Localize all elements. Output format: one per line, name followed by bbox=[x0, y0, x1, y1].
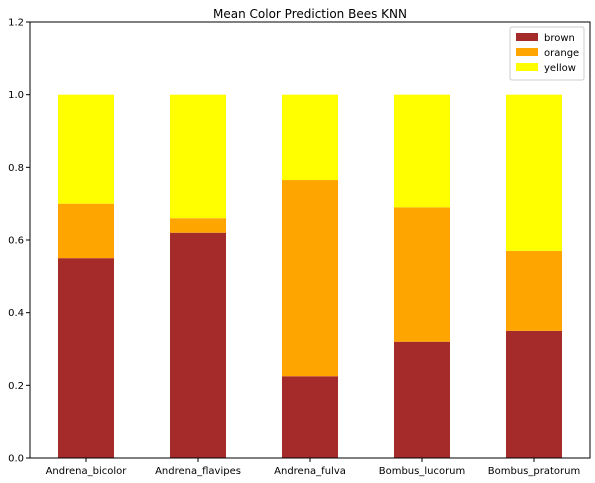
bar-segment-orange-4 bbox=[506, 250, 562, 331]
bar-segment-brown-2 bbox=[282, 376, 338, 458]
y-tick-label-3: 0.6 bbox=[8, 236, 24, 247]
legend-label-yellow: yellow bbox=[544, 63, 576, 74]
x-tick-label-4: Bombus_pratorum bbox=[488, 466, 580, 477]
legend-swatch-orange bbox=[516, 48, 538, 56]
x-tick-label-1: Andrena_flavipes bbox=[155, 466, 241, 477]
bar-segment-brown-0 bbox=[58, 258, 114, 458]
bar-segment-yellow-2 bbox=[282, 94, 338, 181]
y-tick-label-4: 0.8 bbox=[8, 163, 24, 174]
x-tick-label-0: Andrena_bicolor bbox=[46, 466, 128, 477]
x-axis: Andrena_bicolor Andrena_flavipes Andrena_f… bbox=[46, 458, 580, 477]
bar-segment-yellow-4 bbox=[506, 94, 562, 251]
bar-segment-orange-3 bbox=[394, 207, 450, 342]
x-tick-label-2: Andrena_fulva bbox=[274, 466, 346, 477]
legend-label-orange: orange bbox=[544, 48, 579, 59]
bar-segment-orange-2 bbox=[282, 180, 338, 377]
bar-segment-brown-1 bbox=[170, 232, 226, 458]
bar-segment-brown-4 bbox=[506, 330, 562, 458]
bar-segment-yellow-3 bbox=[394, 94, 450, 208]
y-axis: 0.0 0.2 0.4 0.6 0.8 1.0 1.2 bbox=[8, 18, 30, 465]
bar-segment-brown-3 bbox=[394, 341, 450, 458]
bar-segment-yellow-0 bbox=[58, 94, 114, 204]
y-tick-label-1: 0.2 bbox=[8, 381, 24, 392]
y-tick-label-0: 0.0 bbox=[8, 454, 24, 465]
bar-segment-orange-1 bbox=[170, 218, 226, 233]
bar-segment-orange-0 bbox=[58, 203, 114, 259]
legend-swatch-brown bbox=[516, 33, 538, 41]
x-tick-label-3: Bombus_lucorum bbox=[379, 466, 466, 477]
bars-group bbox=[58, 94, 562, 458]
legend: brown orange yellow bbox=[509, 26, 585, 81]
y-tick-label-2: 0.4 bbox=[8, 308, 24, 319]
y-tick-label-5: 1.0 bbox=[8, 90, 24, 101]
legend-swatch-yellow bbox=[516, 63, 538, 71]
bar-segment-yellow-1 bbox=[170, 94, 226, 219]
chart-title: Mean Color Prediction Bees KNN bbox=[213, 7, 407, 21]
legend-label-brown: brown bbox=[544, 33, 575, 44]
y-tick-label-6: 1.2 bbox=[8, 18, 24, 29]
